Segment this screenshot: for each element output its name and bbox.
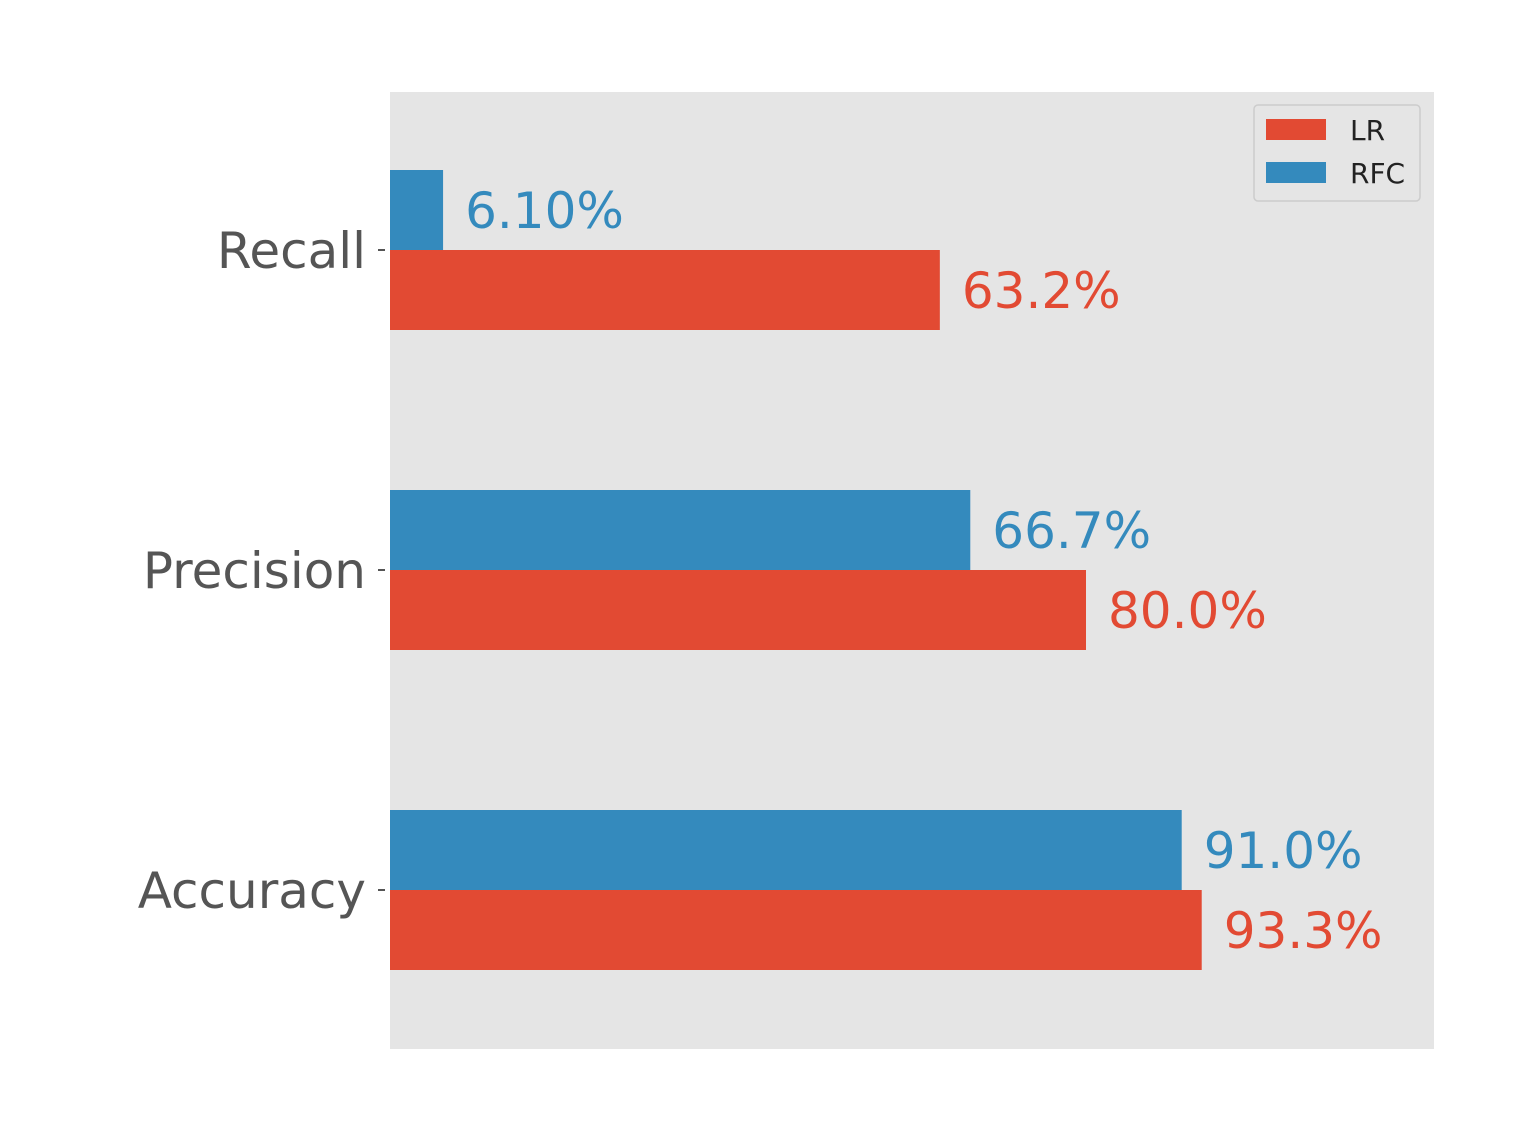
bar-lr-precision [390,570,1086,650]
data-label-rfc-accuracy: 91.0% [1204,822,1363,880]
legend-swatch-rfc [1266,162,1326,183]
legend-label-rfc[interactable]: RFC [1350,157,1405,190]
legend-swatch-lr [1266,119,1326,140]
data-label-lr-accuracy: 93.3% [1224,902,1383,960]
y-axis: Recall Precision Accuracy [138,222,385,920]
data-label-lr-recall: 63.2% [962,262,1121,320]
data-label-rfc-precision: 66.7% [992,502,1151,560]
data-labels-layer: 63.2% 6.10% 80.0% 66.7% 93.3% 91.0% [465,182,1382,960]
bar-rfc-precision [390,490,971,570]
y-tick-label-accuracy: Accuracy [138,862,366,920]
data-label-rfc-recall: 6.10% [465,182,624,240]
legend-label-lr[interactable]: LR [1350,114,1385,147]
y-tick-label-precision: Precision [143,542,366,600]
data-label-lr-precision: 80.0% [1108,582,1267,640]
bar-rfc-recall [390,170,444,250]
bar-lr-accuracy [390,890,1202,970]
bar-lr-recall [390,250,940,330]
y-tick-label-recall: Recall [217,222,366,280]
bars-layer [390,170,1202,970]
legend[interactable]: LR RFC [1253,104,1421,202]
bar-rfc-accuracy [390,810,1182,890]
